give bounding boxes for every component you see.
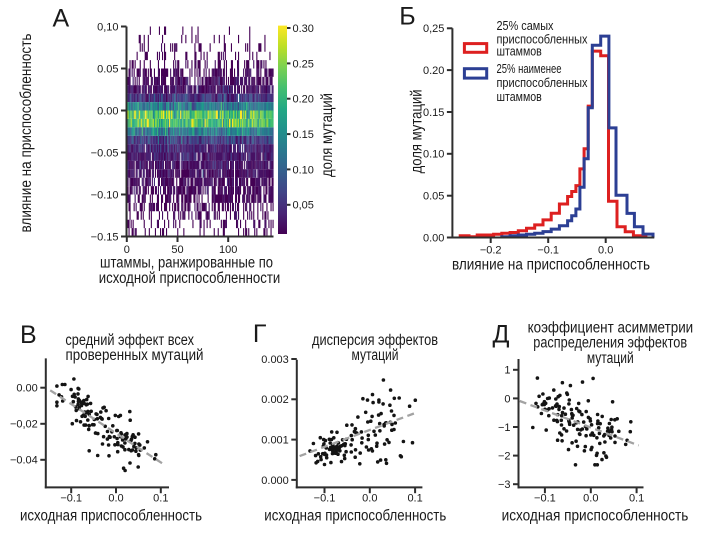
svg-text:0.10: 0.10 (423, 149, 444, 161)
svg-text:25% самых: 25% самых (497, 18, 554, 33)
svg-text:0.00: 0.00 (16, 383, 37, 395)
svg-text:Д: Д (493, 321, 510, 349)
svg-text:исходная приспособленность: исходная приспособленность (502, 508, 689, 525)
svg-text:0,25: 0,25 (423, 23, 444, 35)
svg-text:А: А (53, 5, 70, 33)
svg-text:0.002: 0.002 (261, 394, 289, 406)
svg-text:−3: −3 (498, 479, 511, 491)
svg-text:мутаций: мутаций (587, 350, 634, 367)
svg-text:−0.1: −0.1 (537, 244, 559, 256)
svg-text:25% наименее: 25% наименее (497, 61, 562, 76)
svg-text:штаммов: штаммов (497, 89, 542, 104)
svg-text:приспособленных: приспособленных (497, 32, 588, 47)
svg-text:0.1: 0.1 (407, 492, 422, 504)
svg-text:0.20: 0.20 (423, 65, 444, 77)
svg-text:0.25: 0.25 (293, 58, 314, 70)
svg-text:штаммов: штаммов (497, 44, 542, 59)
svg-text:50: 50 (171, 244, 183, 256)
svg-text:0.05: 0.05 (97, 63, 118, 75)
svg-text:дисперсия эффектов: дисперсия эффектов (312, 332, 438, 349)
svg-text:0.00: 0.00 (97, 105, 118, 117)
svg-text:мутаций: мутаций (352, 347, 399, 364)
svg-text:доля мутаций: доля мутаций (319, 93, 336, 177)
svg-text:распределения эффектов: распределения эффектов (533, 335, 687, 352)
svg-text:влияние на приспособленность: влияние на приспособленность (452, 257, 650, 274)
svg-text:0.05: 0.05 (423, 191, 444, 203)
svg-text:штаммы, ранжированные по: штаммы, ранжированные по (100, 255, 273, 272)
svg-text:−0,02: −0,02 (10, 419, 38, 431)
svg-text:−0.15: −0.15 (91, 231, 119, 243)
svg-text:0.10: 0.10 (293, 164, 314, 176)
svg-text:−0.2: −0.2 (480, 244, 502, 256)
svg-text:−0.05: −0.05 (91, 147, 119, 159)
svg-text:0.1: 0.1 (629, 492, 644, 504)
svg-text:доля мутаций: доля мутаций (409, 89, 426, 173)
svg-text:0.000: 0.000 (261, 475, 289, 487)
svg-text:−0.1: −0.1 (314, 492, 336, 504)
svg-text:приспособленных: приспособленных (497, 75, 588, 90)
svg-text:−0.1: −0.1 (60, 492, 82, 504)
svg-text:Г: Г (253, 320, 267, 348)
svg-text:0.0: 0.0 (362, 492, 377, 504)
svg-text:0.003: 0.003 (261, 354, 289, 366)
svg-text:0.001: 0.001 (261, 435, 289, 447)
svg-text:0.0: 0.0 (583, 492, 598, 504)
svg-text:0,05: 0,05 (293, 200, 314, 212)
svg-text:0: 0 (124, 244, 130, 256)
svg-text:0.1: 0.1 (153, 492, 168, 504)
svg-text:−0.10: −0.10 (91, 189, 119, 201)
svg-text:исходной приспособленности: исходной приспособленности (99, 270, 281, 287)
svg-text:влияние на приспособленность: влияние на приспособленность (18, 34, 35, 233)
svg-text:исходная приспособленность: исходная приспособленность (20, 508, 202, 525)
svg-text:−0.1: −0.1 (534, 492, 556, 504)
svg-text:−0.04: −0.04 (10, 455, 38, 467)
svg-text:100: 100 (219, 244, 237, 256)
svg-text:Б: Б (399, 3, 415, 31)
svg-text:0.15: 0.15 (293, 129, 314, 141)
svg-text:0.00: 0.00 (423, 232, 444, 244)
svg-text:0: 0 (504, 393, 510, 405)
svg-text:0.15: 0.15 (423, 107, 444, 119)
svg-text:В: В (20, 321, 37, 349)
svg-text:0.30: 0.30 (293, 23, 314, 35)
svg-text:1: 1 (504, 365, 510, 377)
svg-text:0.0: 0.0 (598, 244, 613, 256)
svg-text:исходная приспособленность: исходная приспособленность (264, 508, 446, 525)
svg-text:0.20: 0.20 (293, 94, 314, 106)
svg-text:средний эффект всех: средний эффект всех (65, 332, 194, 349)
svg-text:коэффициент асимметрии: коэффициент асимметрии (528, 320, 694, 337)
svg-text:0.0: 0.0 (108, 492, 123, 504)
svg-text:0,10: 0,10 (97, 21, 118, 33)
svg-text:проверенных мутаций: проверенных мутаций (66, 347, 204, 364)
svg-text:−1: −1 (498, 422, 511, 434)
svg-text:−2: −2 (498, 451, 511, 463)
